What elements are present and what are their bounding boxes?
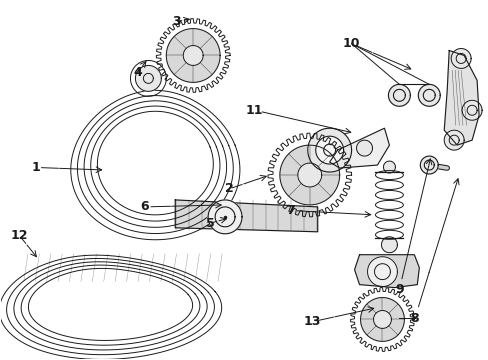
- Polygon shape: [297, 163, 321, 187]
- Text: 13: 13: [304, 315, 321, 328]
- Text: 2: 2: [224, 183, 233, 195]
- Polygon shape: [183, 45, 203, 66]
- Text: 6: 6: [140, 201, 149, 213]
- Text: 4: 4: [133, 66, 142, 79]
- Polygon shape: [443, 130, 463, 150]
- Polygon shape: [208, 200, 242, 234]
- Text: 11: 11: [245, 104, 263, 117]
- Text: 7: 7: [286, 204, 295, 217]
- Polygon shape: [443, 50, 478, 145]
- Polygon shape: [166, 28, 220, 82]
- Text: 9: 9: [394, 283, 403, 296]
- Polygon shape: [381, 237, 397, 253]
- Polygon shape: [450, 49, 470, 68]
- Text: 8: 8: [410, 311, 418, 325]
- Text: 5: 5: [205, 216, 214, 230]
- Polygon shape: [367, 257, 397, 287]
- Text: 10: 10: [342, 37, 360, 50]
- Polygon shape: [135, 66, 161, 91]
- Polygon shape: [279, 145, 339, 205]
- Polygon shape: [373, 310, 390, 328]
- Text: 1: 1: [32, 161, 41, 174]
- Polygon shape: [360, 298, 404, 341]
- Polygon shape: [417, 84, 439, 106]
- Polygon shape: [315, 136, 343, 164]
- Text: 3: 3: [172, 15, 180, 28]
- Polygon shape: [356, 140, 372, 156]
- Polygon shape: [307, 128, 351, 172]
- Polygon shape: [329, 128, 388, 168]
- Polygon shape: [387, 84, 409, 106]
- Polygon shape: [461, 100, 481, 120]
- Polygon shape: [175, 200, 317, 232]
- Text: 12: 12: [11, 229, 28, 242]
- Polygon shape: [383, 161, 395, 173]
- Polygon shape: [420, 156, 437, 174]
- Polygon shape: [354, 255, 419, 288]
